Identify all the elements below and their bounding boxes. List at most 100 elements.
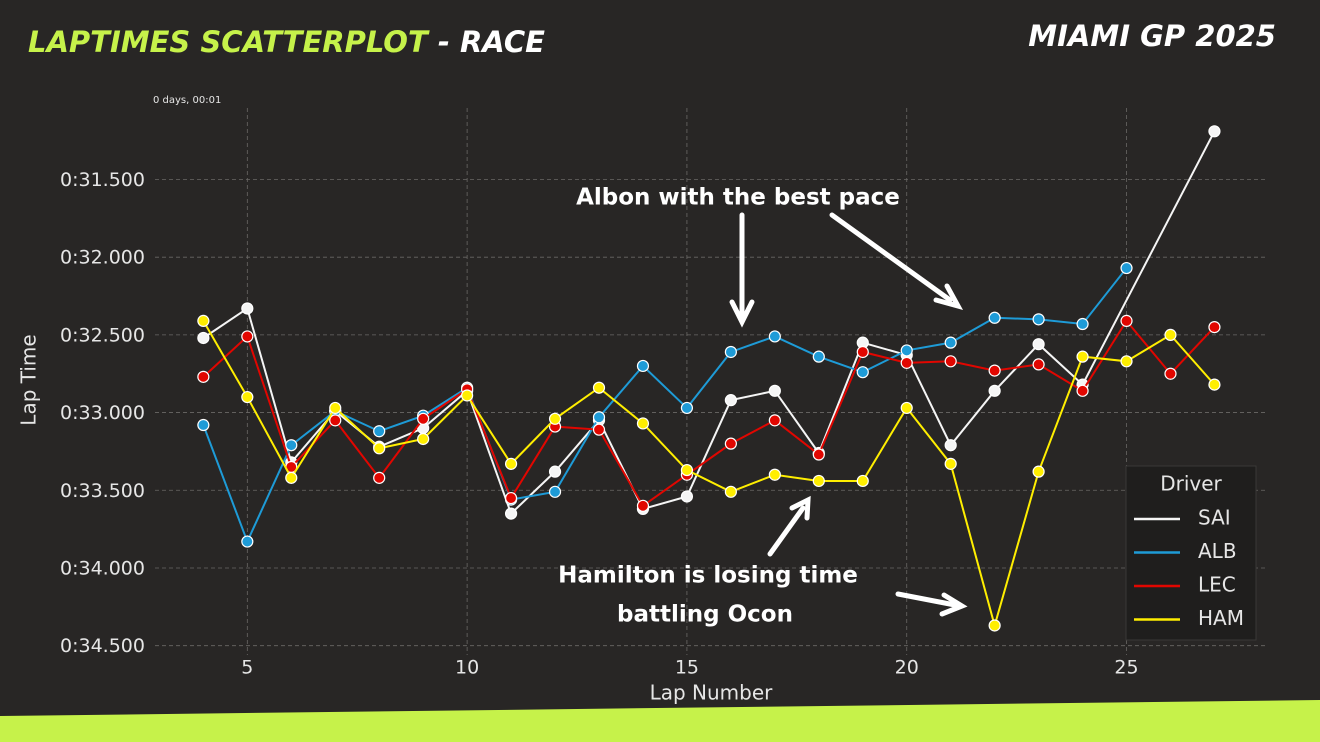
data-point xyxy=(856,474,869,488)
data-point xyxy=(241,390,254,404)
x-tick-label: 15 xyxy=(675,657,699,679)
data-point xyxy=(504,491,518,505)
data-point xyxy=(768,468,781,481)
data-point xyxy=(285,439,298,452)
data-point xyxy=(1032,338,1045,351)
data-point xyxy=(373,471,386,484)
data-point xyxy=(373,442,386,455)
data-point xyxy=(680,463,694,477)
annotation: Hamilton is losing time xyxy=(558,563,858,589)
data-point xyxy=(197,370,210,383)
data-point xyxy=(1208,321,1221,334)
data-point xyxy=(592,411,606,424)
y-tick-label: 0:33.000 xyxy=(60,402,145,424)
data-point xyxy=(504,457,518,470)
data-point xyxy=(241,330,254,343)
y-tick-label: 0:34.000 xyxy=(60,557,145,579)
y-tick-label: 0:32.000 xyxy=(60,247,145,269)
x-axis-label: Lap Number xyxy=(650,681,774,705)
data-point xyxy=(461,389,474,402)
event-title: MIAMI GP 2025 xyxy=(1028,19,1276,53)
data-point xyxy=(900,356,913,369)
data-point xyxy=(1076,384,1089,397)
data-point xyxy=(197,314,210,327)
data-point xyxy=(812,474,825,488)
data-point xyxy=(636,499,650,512)
title-line: LAPTIMES SCATTERPLOT - RACE xyxy=(28,25,545,59)
annotations: Albon with the best pace Hamilton is losi… xyxy=(558,185,968,628)
series-line xyxy=(202,320,1216,630)
data-point xyxy=(680,401,694,415)
legend-title: Driver xyxy=(1160,472,1222,496)
data-point xyxy=(1032,313,1045,326)
data-point xyxy=(944,457,957,470)
data-point xyxy=(373,425,386,438)
arrows xyxy=(729,212,968,617)
series-line xyxy=(202,319,1216,508)
data-point xyxy=(197,331,210,345)
data-point xyxy=(548,485,562,498)
data-point xyxy=(768,384,781,397)
data-point xyxy=(856,345,869,359)
data-point xyxy=(1164,367,1177,380)
data-point xyxy=(768,414,781,427)
data-point xyxy=(1032,465,1045,478)
data-point xyxy=(329,414,342,427)
data-point xyxy=(944,439,957,452)
y-tick-label: 0:31.500 xyxy=(60,169,145,191)
chart-title-suffix: - RACE xyxy=(428,25,545,59)
data-point xyxy=(1164,328,1177,341)
data-point xyxy=(1032,358,1045,371)
data-point xyxy=(417,412,430,425)
data-point xyxy=(1076,350,1089,363)
accent-strip xyxy=(0,700,1320,742)
y-tick-label: 0:34.500 xyxy=(60,635,145,657)
data-point xyxy=(856,366,869,379)
legend-label: SAI xyxy=(1198,506,1231,530)
data-point xyxy=(988,619,1001,632)
legend-label: HAM xyxy=(1198,606,1244,630)
data-point xyxy=(241,535,254,548)
legend: Driver SAI ALB LEC HAM xyxy=(1125,465,1257,641)
x-tick-label: 10 xyxy=(455,657,479,679)
offset-label: 0 days, 00:01 xyxy=(153,95,221,106)
annotation: battling Ocon xyxy=(617,602,793,628)
data-point xyxy=(812,448,825,461)
y-tick-label: 0:33.500 xyxy=(60,480,145,502)
data-point xyxy=(988,364,1001,377)
data-point xyxy=(417,432,430,446)
data-point xyxy=(592,423,606,436)
data-point xyxy=(724,394,737,407)
data-point xyxy=(724,345,737,359)
series-line xyxy=(202,267,1128,545)
data-point xyxy=(1120,314,1133,327)
data-point xyxy=(329,401,342,415)
data-point xyxy=(504,507,518,520)
data-point xyxy=(944,355,957,368)
legend-label: ALB xyxy=(1198,539,1237,563)
legend-label: LEC xyxy=(1198,573,1236,597)
data-point xyxy=(988,384,1001,397)
data-point xyxy=(724,437,737,450)
data-point xyxy=(197,418,210,432)
data-point xyxy=(548,412,562,425)
data-point xyxy=(1120,261,1133,275)
data-point xyxy=(900,401,913,415)
x-tick-label: 25 xyxy=(1114,657,1138,679)
data-point xyxy=(944,336,957,349)
data-point xyxy=(285,471,298,484)
data-point xyxy=(1120,355,1133,368)
data-point xyxy=(768,330,781,343)
data-point xyxy=(812,350,825,363)
data-point xyxy=(724,485,737,498)
y-axis-label: Lap Time xyxy=(17,334,41,425)
x-tick-label: 5 xyxy=(241,657,253,679)
data-point xyxy=(988,311,1001,324)
annotation: Albon with the best pace xyxy=(576,185,900,211)
data-point xyxy=(592,381,606,394)
data-point xyxy=(636,417,650,430)
data-point xyxy=(680,490,694,503)
data-point xyxy=(1208,378,1221,391)
data-point xyxy=(241,302,254,315)
